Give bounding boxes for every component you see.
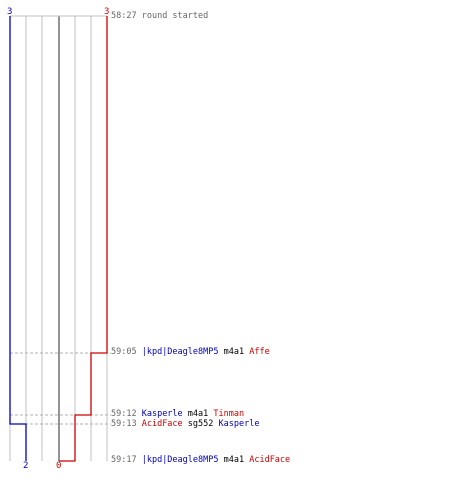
weapon-name: sg552 [187,419,214,429]
victim-name: AcidFace [249,455,291,465]
event-time: 59:05 [111,347,137,357]
blue-team-alive-line [9,16,27,461]
killer-name: AcidFace [141,419,183,429]
event-kill: 59:17 |kpd|Deagle8MP5 m4a1 AcidFace [111,455,290,466]
event-guides [10,352,111,425]
red-end-count: 0 [56,461,61,471]
event-time: 59:17 [111,455,137,465]
weapon-name: m4a1 [223,455,245,465]
event-kill: 59:05 |kpd|Deagle8MP5 m4a1 Affe [111,347,270,358]
event-time: 59:13 [111,419,137,429]
killer-name: |kpd|Deagle8MP5 [141,347,219,357]
event-kill: 59:13 AcidFace sg552 Kasperle [111,419,259,430]
event-time: 58:27 [111,11,137,21]
victim-name: Affe [249,347,270,357]
blue-end-count: 2 [23,461,28,471]
event-time: 59:12 [111,409,137,419]
event-text: round started [141,11,209,21]
weapon-name: m4a1 [223,347,245,357]
event-kill: 59:12 Kasperle m4a1 Tinman [111,409,244,420]
red-team-alive-line [59,16,108,462]
victim-name: Tinman [213,409,245,419]
weapon-name: m4a1 [187,409,209,419]
red-start-count: 3 [104,7,109,17]
grid-lines [9,15,108,461]
killer-name: Kasperle [141,409,183,419]
victim-name: Kasperle [218,419,260,429]
event-round-start: 58:27 round started [111,11,208,22]
blue-start-count: 3 [7,7,12,17]
killer-name: |kpd|Deagle8MP5 [141,455,219,465]
